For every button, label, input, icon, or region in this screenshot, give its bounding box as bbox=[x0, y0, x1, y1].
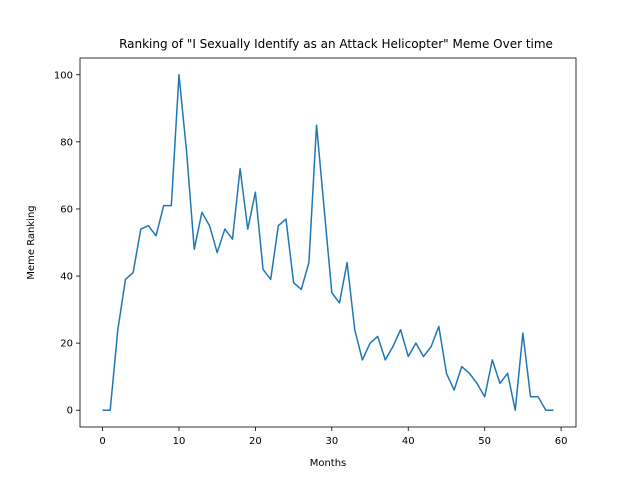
y-tick-label: 20 bbox=[60, 339, 73, 350]
series-line bbox=[102, 74, 554, 411]
y-tick-label: 40 bbox=[60, 272, 73, 283]
x-axis-ticks: 0 10 20 30 40 50 60 bbox=[99, 427, 567, 447]
x-tick-label: 50 bbox=[478, 436, 491, 447]
x-tick-label: 60 bbox=[555, 436, 568, 447]
series-layer bbox=[102, 74, 554, 411]
x-tick-label: 30 bbox=[325, 436, 338, 447]
x-tick-label: 0 bbox=[99, 436, 105, 447]
y-tick-label: 60 bbox=[60, 204, 73, 215]
chart-title: Ranking of "I Sexually Identify as an At… bbox=[119, 37, 553, 51]
y-tick-label: 100 bbox=[54, 70, 73, 81]
plot-frame bbox=[79, 57, 577, 428]
y-tick-label: 80 bbox=[60, 137, 73, 148]
y-axis-label: Meme Ranking bbox=[26, 205, 37, 279]
x-tick-label: 20 bbox=[249, 436, 262, 447]
x-tick-label: 40 bbox=[402, 436, 415, 447]
x-tick-label: 10 bbox=[173, 436, 186, 447]
y-tick-label: 0 bbox=[67, 406, 73, 417]
y-axis-ticks: 0 20 40 60 80 100 bbox=[54, 70, 80, 417]
x-axis-label: Months bbox=[310, 458, 347, 469]
